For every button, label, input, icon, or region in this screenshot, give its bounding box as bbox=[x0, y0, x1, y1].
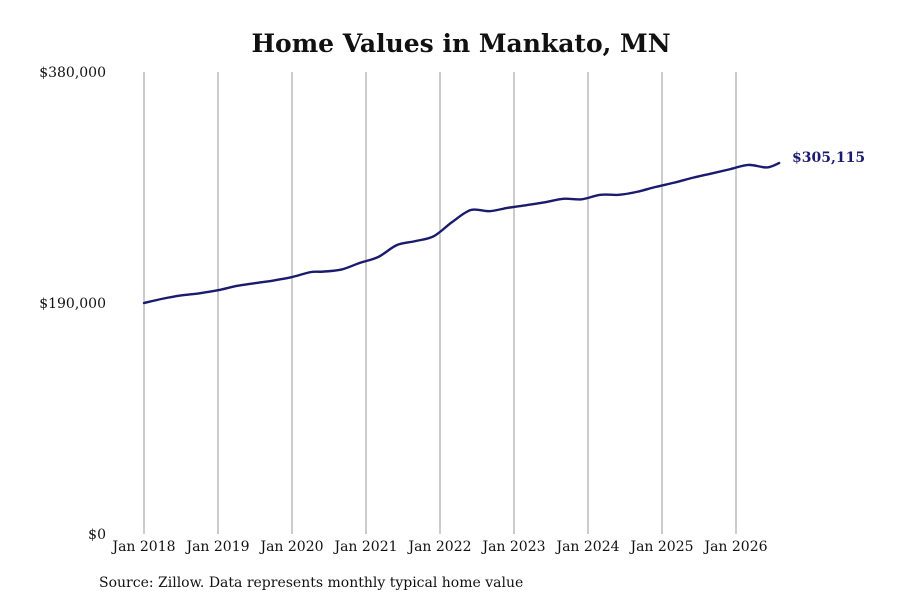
x-tick-label: Jan 2023 bbox=[480, 539, 545, 555]
x-tick-label: Jan 2025 bbox=[628, 539, 693, 555]
x-tick-label: Jan 2018 bbox=[110, 539, 175, 555]
x-tick-label: Jan 2020 bbox=[258, 539, 323, 555]
y-tick-label: $190,000 bbox=[39, 296, 106, 312]
vertical-gridlines bbox=[143, 72, 737, 534]
chart-title: Home Values in Mankato, MN bbox=[251, 29, 670, 58]
y-axis: $0 $190,000 $380,000 bbox=[39, 65, 106, 543]
x-tick-label: Jan 2019 bbox=[184, 539, 249, 555]
x-tick-label: Jan 2026 bbox=[702, 539, 767, 555]
series-line bbox=[142, 161, 781, 305]
end-value-label: $305,115 bbox=[792, 150, 865, 166]
y-tick-label: $380,000 bbox=[39, 65, 106, 81]
x-axis: Jan 2018 Jan 2019 Jan 2020 Jan 2021 Jan 2022… bbox=[110, 539, 767, 555]
x-tick-label: Jan 2022 bbox=[406, 539, 471, 555]
y-tick-label: $0 bbox=[88, 527, 106, 543]
x-tick-label: Jan 2024 bbox=[554, 539, 619, 555]
source-note: Source: Zillow. Data represents monthly … bbox=[99, 575, 523, 591]
series-group bbox=[142, 161, 781, 305]
x-tick-label: Jan 2021 bbox=[332, 539, 397, 555]
